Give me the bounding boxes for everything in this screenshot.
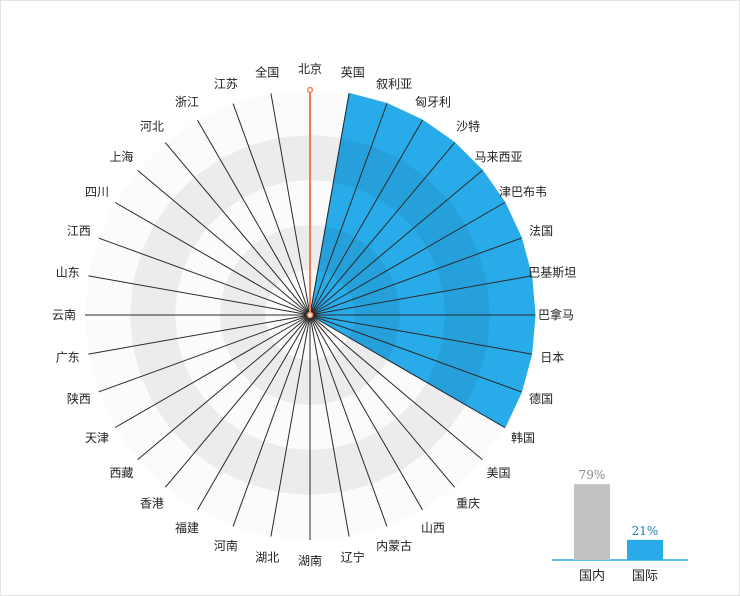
category-label: 内蒙古 xyxy=(376,538,412,553)
radar-axis xyxy=(309,314,483,461)
radar-band-shade xyxy=(436,253,488,292)
category-label: 天津 xyxy=(85,431,109,445)
radar-axis xyxy=(114,314,311,428)
radar-axis xyxy=(309,314,423,511)
radar-axis xyxy=(98,237,311,316)
category-label: 上海 xyxy=(110,149,134,164)
category-label: 浙江 xyxy=(175,95,199,109)
category-label: 河南 xyxy=(214,538,238,553)
radar-band-shade xyxy=(442,315,490,347)
radar-band-shade xyxy=(352,322,399,346)
radar-axis xyxy=(309,314,522,393)
radar-axis xyxy=(309,142,456,316)
series-area xyxy=(309,92,536,429)
radar-band-shade xyxy=(317,226,341,273)
radar-axis xyxy=(270,314,311,537)
radar-axis xyxy=(88,275,311,316)
radar-axis xyxy=(232,103,311,316)
category-label: 匈牙利 xyxy=(415,95,451,109)
radar-band-shade xyxy=(442,283,490,315)
radar-axis xyxy=(88,314,311,355)
series-point xyxy=(306,311,314,319)
category-label: 日本 xyxy=(540,351,564,365)
bar xyxy=(574,484,610,560)
category-label: 福建 xyxy=(175,520,199,535)
category-label: 云南 xyxy=(52,307,76,322)
category-label: 广东 xyxy=(56,351,80,365)
radar-axis xyxy=(309,314,456,488)
category-label: 陕西 xyxy=(67,391,91,406)
radar-axis xyxy=(197,314,311,511)
category-label: 四川 xyxy=(85,185,109,199)
category-label: 德国 xyxy=(529,391,553,406)
share-bar-chart: 79% 国内 21% 国际 xyxy=(552,468,688,584)
bar-category-label: 国际 xyxy=(632,569,658,584)
bar-value-label: 79% xyxy=(579,468,606,482)
radar-axis xyxy=(309,93,350,316)
category-label: 全国 xyxy=(255,65,279,80)
category-label: 山东 xyxy=(56,265,80,279)
radar-axis xyxy=(309,314,350,537)
category-label: 香港 xyxy=(140,496,164,510)
radar-band-shade xyxy=(344,257,388,293)
radar-axis xyxy=(309,103,388,316)
radar-band-shade xyxy=(436,338,488,377)
radar-axis xyxy=(309,314,532,355)
category-label: 江西 xyxy=(67,224,91,238)
category-label: 巴拿马 xyxy=(538,307,574,322)
radar-band-shade xyxy=(338,246,379,287)
category-label: 巴基斯坦 xyxy=(528,265,576,279)
category-label: 美国 xyxy=(486,466,510,480)
radar-band-shade xyxy=(348,330,395,360)
radar-axis xyxy=(309,169,483,316)
radar-axis xyxy=(98,314,311,393)
category-label: 湖北 xyxy=(255,549,279,564)
category-label: 马来西亚 xyxy=(474,150,522,164)
radar-axis xyxy=(309,202,506,316)
category-label: 山西 xyxy=(421,521,445,535)
radar-axis xyxy=(137,169,311,316)
radar-axis xyxy=(114,202,311,316)
radar-axis xyxy=(164,142,311,316)
radar-band-shade xyxy=(413,199,466,248)
radar-band-shade xyxy=(325,230,355,277)
radar-axis xyxy=(270,93,311,316)
radar-band-shade xyxy=(352,284,399,308)
radar-axis xyxy=(232,314,311,527)
category-label: 辽宁 xyxy=(341,549,365,564)
radar-axis xyxy=(309,237,522,316)
radar-axis xyxy=(137,314,311,461)
category-label: 沙特 xyxy=(456,119,480,134)
radar-band-shade xyxy=(396,177,448,229)
category-label: 叙利亚 xyxy=(376,77,412,91)
radar-band-shade xyxy=(377,159,426,212)
bar-category-label: 国内 xyxy=(579,568,605,584)
radar-axis xyxy=(197,119,311,316)
bar-value-label: 21% xyxy=(632,524,659,538)
category-label: 重庆 xyxy=(456,496,480,510)
radar-band-shade xyxy=(333,137,372,189)
radar-axis xyxy=(309,314,506,428)
category-label: 津巴布韦 xyxy=(499,185,547,199)
category-label: 北京 xyxy=(298,62,322,76)
radar-band-shade xyxy=(348,270,395,300)
bar xyxy=(627,539,663,560)
radar-band-shade xyxy=(354,299,400,315)
category-label: 江苏 xyxy=(214,77,238,91)
radar-band-shade xyxy=(332,237,368,281)
radar-axis xyxy=(164,314,311,488)
category-label: 西藏 xyxy=(110,466,134,480)
category-label: 英国 xyxy=(341,66,365,80)
category-label: 韩国 xyxy=(511,430,535,445)
category-label: 法国 xyxy=(529,224,553,238)
category-label: 湖南 xyxy=(298,553,322,568)
radar-band-shade xyxy=(354,315,400,331)
radar-axis xyxy=(309,275,532,316)
radar-axis xyxy=(309,119,423,316)
radar-axis xyxy=(309,314,388,527)
series-point xyxy=(306,86,314,94)
category-label: 河北 xyxy=(140,120,164,134)
